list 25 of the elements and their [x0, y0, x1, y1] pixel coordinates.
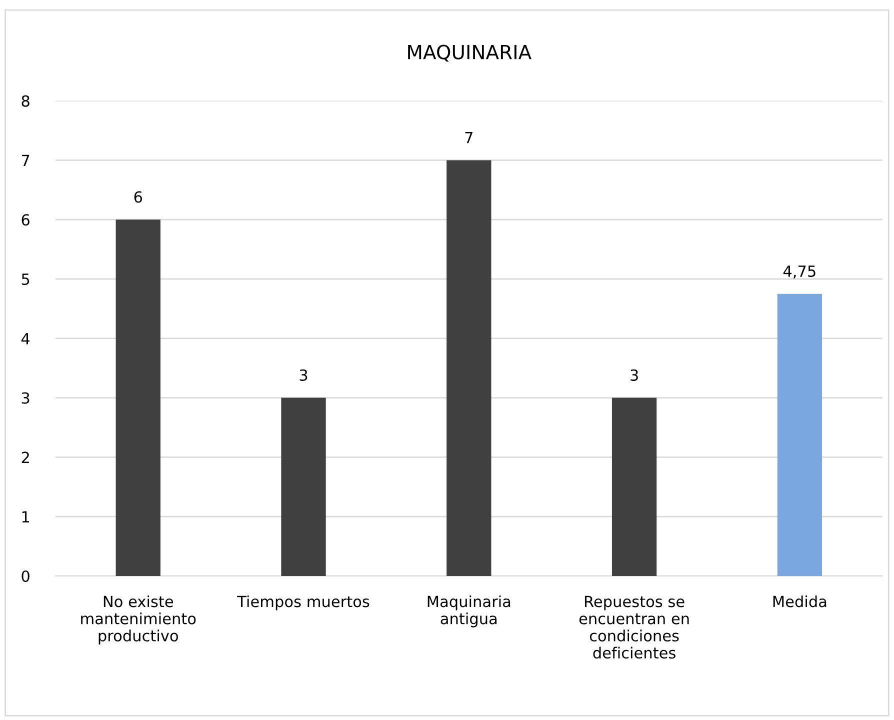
y-tick-label: 1	[22, 511, 30, 522]
data-label: 7	[465, 132, 472, 144]
data-label: 3	[630, 369, 638, 381]
bar	[777, 294, 822, 576]
y-tick-label: 8	[22, 95, 30, 107]
x-tick-label: Repuestos se encuentran en condiciones deficientes	[579, 596, 689, 659]
bar	[612, 398, 657, 576]
data-label: 6	[134, 191, 142, 203]
x-tick-label: Tiempos muertos	[237, 595, 370, 610]
data-label: 3	[300, 369, 308, 381]
chart-title: MAQUINARIA	[408, 44, 532, 62]
y-tick-label: 6	[22, 214, 30, 226]
y-tick-label: 7	[22, 154, 30, 166]
x-tick-label: Medida	[773, 595, 826, 608]
y-tick-label: 2	[22, 452, 29, 464]
bar	[281, 398, 326, 576]
y-tick-label: 5	[22, 274, 30, 286]
x-tick-label: Maquinaria antigua	[428, 595, 510, 628]
data-label: 4,75	[783, 266, 816, 279]
x-tick-label: No existe mantenimiento productivo	[81, 595, 196, 644]
bar	[116, 220, 160, 576]
y-tick-label: 0	[22, 570, 30, 582]
y-tick-label: 4	[21, 333, 30, 344]
bar	[446, 160, 492, 576]
y-tick-label: 3	[22, 392, 30, 404]
